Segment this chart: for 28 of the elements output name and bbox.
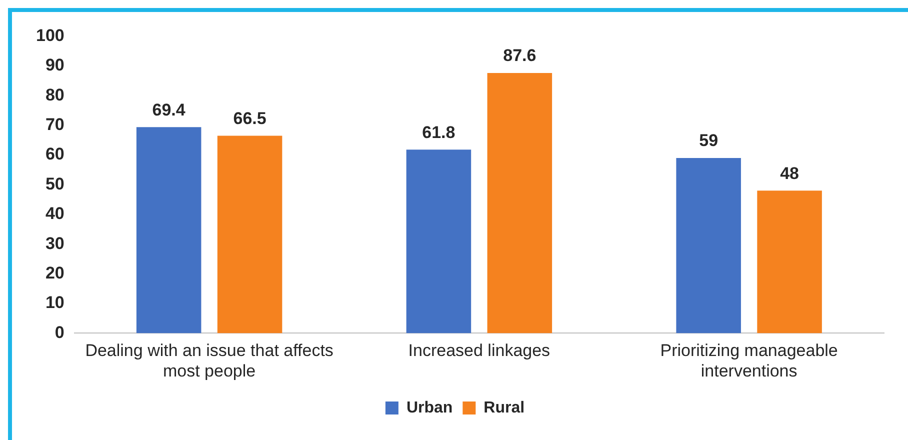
x-tick-label: Dealing with an issue that affects most people <box>85 341 334 380</box>
legend-label: Urban <box>406 399 453 416</box>
y-tick-label: 100 <box>36 26 64 45</box>
x-tick-label: Prioritizing manageable interventions <box>660 341 838 380</box>
data-label: 61.8 <box>422 122 456 142</box>
data-label: 69.4 <box>152 100 186 120</box>
y-tick-label: 50 <box>45 174 64 194</box>
x-tick-label: Increased linkages <box>408 341 550 360</box>
bar <box>406 150 472 334</box>
bar <box>217 136 282 334</box>
y-tick-label: 0 <box>54 322 64 342</box>
data-label: 59 <box>699 131 718 150</box>
y-tick-label: 90 <box>45 56 64 75</box>
data-label: 48 <box>780 164 800 183</box>
y-tick-label: 30 <box>45 234 64 253</box>
y-tick-label: 40 <box>45 204 64 224</box>
data-label: 66.5 <box>233 108 266 128</box>
bar <box>487 73 552 334</box>
y-tick-label: 80 <box>45 85 64 104</box>
y-tick-label: 10 <box>45 293 64 312</box>
y-tick-label: 60 <box>45 144 64 164</box>
y-tick-label: 20 <box>45 263 64 282</box>
legend-label: Rural <box>484 399 525 416</box>
bar <box>676 158 741 334</box>
bar <box>757 190 822 334</box>
bar <box>136 127 202 334</box>
data-label: 87.6 <box>503 46 536 66</box>
y-tick-label: 70 <box>45 114 64 134</box>
